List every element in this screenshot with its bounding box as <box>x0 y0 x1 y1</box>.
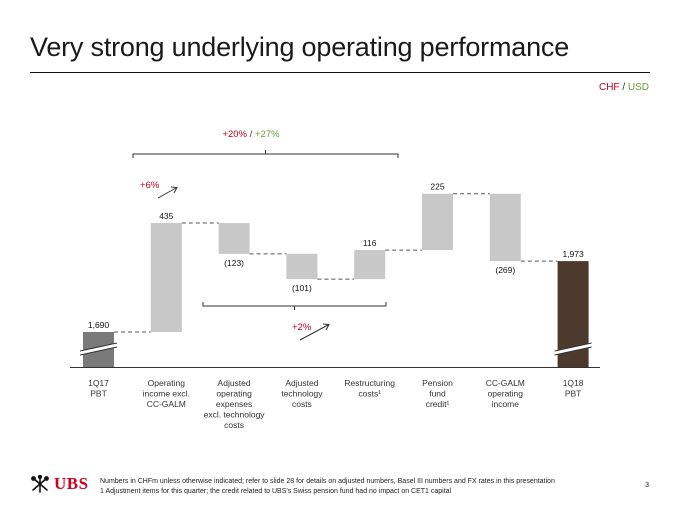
data-label: 1,690 <box>88 320 110 330</box>
x-tick-label: CC-GALM <box>147 399 186 409</box>
data-label: 225 <box>430 182 444 192</box>
x-tick-label: costs¹ <box>358 389 381 399</box>
annotation-growth-separator: / <box>250 129 253 140</box>
x-tick-label: income excl. <box>143 389 190 399</box>
growth-bracket <box>132 153 399 158</box>
annotation-growth-chf: +20% <box>222 129 247 140</box>
currency-chf: CHF <box>598 82 620 93</box>
data-label: (101) <box>292 283 312 293</box>
x-tick-label: costs <box>224 420 244 430</box>
data-label: 1,973 <box>562 249 584 259</box>
x-tick-label: PBT <box>90 389 107 399</box>
x-tick-label: excl. technology <box>204 410 266 420</box>
x-tick-label: 1Q17 <box>88 378 109 388</box>
x-tick-label: fund <box>429 389 446 399</box>
footnote-line-2: 1 Adjustment items for this quarter; the… <box>100 488 452 495</box>
page-title: Very strong underlying operating perform… <box>30 32 570 62</box>
waterfall-bar <box>218 223 250 254</box>
arrow-head-icon <box>170 186 178 194</box>
x-tick-label: credit¹ <box>426 399 450 409</box>
annotation-operating-income: +6% <box>140 180 160 191</box>
arrow-up-icon <box>299 324 329 341</box>
keys-icon <box>31 475 49 493</box>
currency-separator: / <box>622 82 626 93</box>
axis-break-gap <box>81 343 116 355</box>
arrow-head-icon <box>322 323 330 331</box>
title-divider <box>30 72 650 73</box>
x-tick-label: expenses <box>216 399 252 409</box>
logo-text: UBS <box>54 474 89 493</box>
x-tick-label: Restructuring <box>344 378 395 388</box>
axis-break-gap <box>555 343 591 355</box>
waterfall-bar <box>354 250 386 280</box>
currency-usd: USD <box>627 82 649 93</box>
axis-break-line <box>554 346 592 356</box>
footnote-line-1: Numbers in CHFm unless otherwise indicat… <box>100 478 555 485</box>
waterfall-bar <box>489 193 521 262</box>
annotation-costs: +2% <box>292 322 312 333</box>
page-number: 3 <box>645 482 649 489</box>
waterfall-chart: 1,690435(123)(101)116225(269)1,9731Q17PB… <box>70 129 600 430</box>
arrow-up-icon <box>157 187 177 199</box>
x-tick-label: Operating <box>148 378 186 388</box>
x-tick-label: Adjusted <box>218 378 251 388</box>
axis-break-line <box>79 346 118 356</box>
x-tick-label: operating <box>488 389 524 399</box>
x-tick-label: Pension <box>422 378 453 388</box>
axis-break-line <box>554 342 592 352</box>
x-tick-label: PBT <box>565 389 582 399</box>
x-tick-label: technology <box>281 389 323 399</box>
waterfall-bar <box>150 223 182 332</box>
data-label: 435 <box>159 211 173 221</box>
ubs-logo: UBS <box>30 474 89 494</box>
footnote: Numbers in CHFm unless otherwise indicat… <box>100 477 555 497</box>
data-label: (123) <box>224 258 244 268</box>
axis-break-line <box>79 342 118 352</box>
x-tick-label: CC-GALM <box>486 378 525 388</box>
x-tick-label: income <box>492 399 520 409</box>
waterfall-bar <box>422 193 453 251</box>
x-tick-label: operating <box>216 389 252 399</box>
x-tick-label: 1Q18 <box>563 378 584 388</box>
annotation-growth-usd: +27% <box>255 129 280 140</box>
data-label: 116 <box>363 238 377 248</box>
data-label: (269) <box>495 265 515 275</box>
currency-label: CHF / USD <box>599 82 649 93</box>
x-tick-label: costs <box>292 399 312 409</box>
x-tick-label: Adjusted <box>285 378 318 388</box>
cost-bracket <box>202 302 387 307</box>
waterfall-bar <box>286 253 318 280</box>
